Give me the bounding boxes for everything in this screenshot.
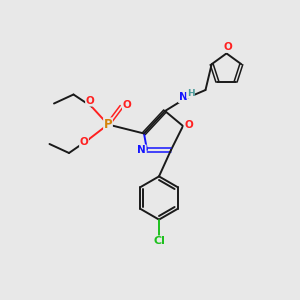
Text: P: P	[104, 118, 112, 131]
Text: Cl: Cl	[153, 236, 165, 246]
Text: N: N	[178, 92, 188, 103]
Text: O: O	[184, 120, 193, 130]
Text: H: H	[187, 89, 194, 98]
Text: O: O	[224, 42, 232, 52]
Text: O: O	[85, 96, 94, 106]
Text: O: O	[122, 100, 131, 110]
Text: O: O	[80, 137, 88, 147]
Text: N: N	[137, 145, 146, 155]
